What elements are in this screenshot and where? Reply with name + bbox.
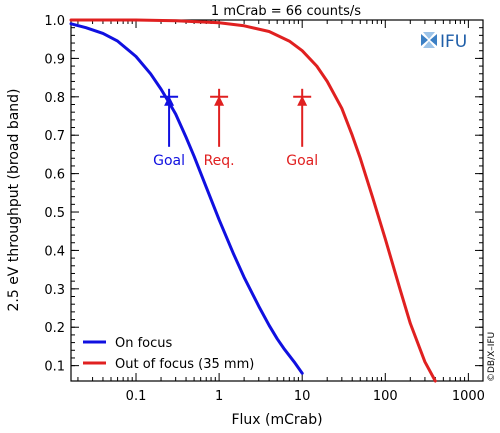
marker-arrowhead <box>297 95 308 106</box>
credit-text: ©DB/X–IFU <box>487 332 497 382</box>
ifu-logo-text: IFU <box>440 32 467 52</box>
y-tick-label: 0.6 <box>44 168 65 183</box>
series-lines <box>69 18 437 383</box>
legend-item: On focus <box>83 336 173 351</box>
y-tick-label: 0.7 <box>44 129 65 144</box>
y-tick-label: 0.8 <box>44 91 65 106</box>
y-tick-label: 0.1 <box>44 360 65 375</box>
x-tick-label: 1000 <box>452 389 485 404</box>
y-tick-label: 0.3 <box>44 283 65 298</box>
plot-frame <box>70 19 484 382</box>
ifu-logo: IFU <box>421 32 467 52</box>
chart-title: 1 mCrab = 66 counts/s <box>211 4 361 19</box>
y-tick-label: 0.9 <box>44 52 65 67</box>
axis-ticks: 0.1 1 10 100 1000 0.1 0.2 0.3 0.4 0.5 0.6 0.7 0.8 0.9… <box>44 14 485 404</box>
legend: On focus Out of focus (35 mm) <box>83 336 254 372</box>
marker-label: Req. <box>204 153 235 169</box>
marker-arrowhead <box>214 95 225 106</box>
legend-label: On focus <box>115 336 173 351</box>
y-axis-label: 2.5 eV throughput (broad band) <box>6 88 22 311</box>
y-tick-label: 0.5 <box>44 206 65 221</box>
marker-label: Goal <box>153 153 185 169</box>
target-marker: Goal <box>286 88 318 169</box>
y-tick-label: 0.4 <box>44 244 65 259</box>
legend-item: Out of focus (35 mm) <box>83 357 254 372</box>
x-tick-label: 1 <box>215 389 223 404</box>
legend-label: Out of focus (35 mm) <box>115 357 254 372</box>
y-tick-label: 0.2 <box>44 321 65 336</box>
series-line <box>69 18 437 383</box>
target-marker: Req. <box>204 88 235 169</box>
series-line <box>69 22 304 375</box>
x-tick-label: 100 <box>373 389 398 404</box>
marker-label: Goal <box>286 153 318 169</box>
target-markers: Goal Req. Goal <box>153 88 318 169</box>
marker-arrowhead <box>164 95 175 106</box>
x-tick-label: 0.1 <box>126 389 147 404</box>
x-axis-label: Flux (mCrab) <box>231 412 322 428</box>
target-marker: Goal <box>153 88 185 169</box>
x-tick-label: 10 <box>294 389 311 404</box>
ifu-logo-icon <box>421 32 437 48</box>
y-tick-label: 1.0 <box>44 14 65 29</box>
